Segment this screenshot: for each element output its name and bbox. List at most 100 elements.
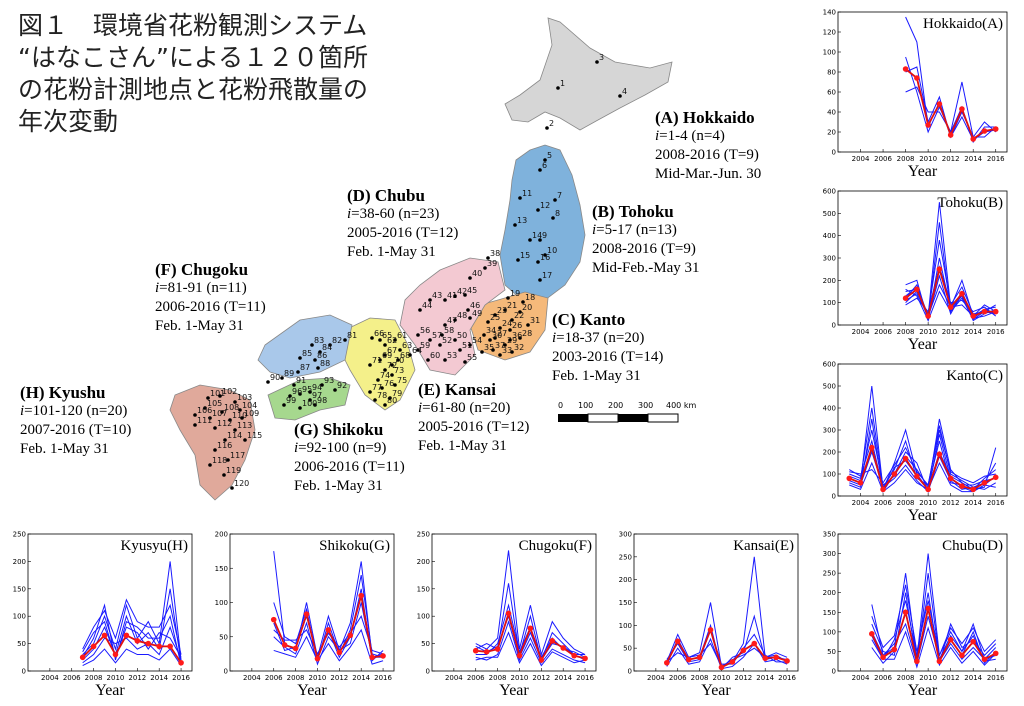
site-dot [486, 256, 490, 260]
x-axis-label: Year [95, 682, 125, 699]
x-tick-label: 2008 [897, 499, 915, 507]
plot-area [229, 533, 395, 672]
site-number: 90 [270, 373, 280, 382]
site-dot [308, 390, 312, 394]
site-number: 70 [394, 356, 404, 365]
mean-point [79, 654, 86, 661]
mean-point [571, 652, 577, 659]
mean-point [947, 304, 954, 310]
site-number: 24 [502, 319, 512, 328]
chart-svg: 0 100 200 300 400 500 600 2004 2006 2008 2010 2012 2… [823, 188, 1008, 353]
title-line: 図１ 環境省花粉観測システム [18, 11, 368, 40]
mean-point [925, 313, 931, 319]
y-tick-label: 100 [823, 471, 836, 479]
site-number: 51 [462, 341, 472, 350]
mean-point [696, 654, 703, 661]
map-regions [169, 17, 673, 501]
mean-point [707, 627, 714, 633]
site-number: 115 [247, 431, 262, 440]
site-number: 82 [332, 336, 342, 345]
y-tick-label: 50 [219, 633, 228, 641]
region-years: 2008-2016 (T=9) [592, 241, 696, 257]
region-label-chubu: (D) Chubu i=38-60 (n=23) 2005-2016 (T=12… [347, 186, 458, 262]
mean-point [167, 643, 173, 650]
site-number: 92 [337, 381, 347, 390]
x-tick-label: 2006 [874, 674, 892, 682]
mean-point [959, 652, 965, 659]
mean-point [992, 650, 999, 657]
y-tick-label: 350 [823, 531, 836, 539]
series-line [475, 614, 586, 662]
site-number: 42 [457, 287, 467, 296]
mean-point [880, 654, 886, 661]
x-tick-label: 2006 [874, 499, 892, 507]
site-number: 56 [420, 326, 430, 335]
site-dot [438, 343, 442, 347]
y-tick-label: 250 [417, 531, 430, 539]
site-dot [320, 383, 324, 387]
site-dot [536, 208, 540, 212]
y-tick-label: 100 [215, 599, 228, 607]
site-dot [538, 168, 542, 172]
region-name: (H) Kyushu [20, 383, 106, 402]
site-dot [513, 223, 517, 227]
x-tick-label: 2016 [172, 674, 190, 682]
site-dot [480, 350, 484, 354]
x-tick-label: 2016 [987, 155, 1005, 163]
mean-point [582, 655, 588, 662]
site-number: 35 [484, 343, 494, 352]
site-dot [521, 300, 525, 304]
site-dot [222, 473, 226, 477]
site-dot [618, 94, 622, 98]
mean-point [516, 652, 523, 659]
mean-point [336, 649, 343, 656]
chart-shikoku: 0 50 100 150 200 2004 2006 2008 2010 2012 2014 2016… [204, 526, 404, 701]
y-tick-label: 400 [823, 405, 836, 413]
site-dot [378, 338, 382, 342]
y-tick-label: 300 [823, 427, 836, 435]
region-years: 2008-2016 (T=9) [655, 147, 759, 163]
series-line [273, 615, 384, 656]
series-line [273, 575, 384, 661]
site-number: 88 [320, 359, 330, 368]
site-dot [328, 343, 332, 347]
y-tick-label: 200 [823, 449, 836, 457]
site-number: 61 [397, 331, 407, 340]
site-number: 33 [502, 346, 512, 355]
site-dot [390, 373, 394, 377]
site-number: 5 [547, 151, 552, 160]
site-dot [482, 333, 486, 337]
region-name: (B) Tohoku [592, 202, 674, 221]
series-line [871, 626, 997, 669]
site-dot [503, 308, 507, 312]
chart-svg: 0 50 100 150 200 250 2004 2006 2008 2010 2012 2014 2… [417, 531, 597, 699]
mean-point [947, 132, 954, 138]
mean-point [981, 656, 988, 663]
scale-tick: 300 [638, 401, 653, 410]
site-dot [443, 323, 447, 327]
region-name: (D) Chubu [347, 186, 425, 205]
x-tick-label: 2014 [352, 674, 370, 682]
site-number: 39 [487, 259, 497, 268]
x-tick-label: 2010 [919, 499, 937, 507]
site-number: 100 [302, 399, 317, 408]
site-dot [508, 338, 512, 342]
y-tick-label: 250 [619, 553, 632, 561]
site-number: 10 [547, 246, 557, 255]
site-number: 112 [217, 419, 232, 428]
region-years: 2006-2016 (T=11) [294, 459, 405, 475]
mean-point [112, 651, 119, 658]
region-name: (A) Hokkaido [655, 108, 755, 127]
mean-point [674, 638, 681, 645]
mean-point [992, 308, 999, 315]
y-tick-label: 300 [823, 550, 836, 558]
site-number: 79 [392, 389, 402, 398]
site-number: 84 [322, 343, 332, 352]
site-dot [308, 398, 312, 402]
site-dot [516, 258, 520, 262]
mean-point [891, 471, 898, 477]
mean-point [925, 122, 931, 128]
site-dot [226, 458, 230, 462]
site-number: 44 [422, 301, 432, 310]
site-dot [416, 333, 420, 337]
